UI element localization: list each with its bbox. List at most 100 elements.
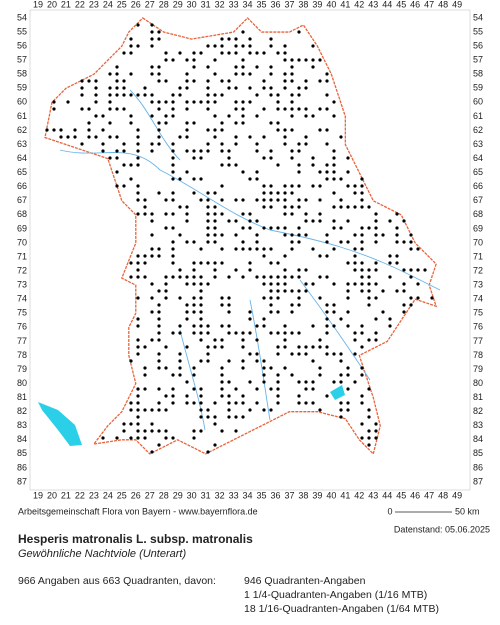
occurrence-dot xyxy=(234,198,238,202)
occurrence-dot xyxy=(213,212,217,216)
occurrence-dot xyxy=(290,191,294,195)
occurrence-dot xyxy=(206,65,210,69)
column-label: 34 xyxy=(243,0,253,9)
occurrence-dot xyxy=(213,205,217,209)
occurrence-dot xyxy=(143,429,147,433)
occurrence-dot xyxy=(157,65,161,69)
occurrence-dot xyxy=(220,247,224,251)
occurrence-dot xyxy=(213,275,217,279)
occurrence-dot xyxy=(290,289,294,293)
occurrence-dot xyxy=(234,107,238,111)
row-label: 54 xyxy=(17,12,27,22)
occurrence-dot xyxy=(178,296,182,300)
occurrence-dot xyxy=(136,23,140,27)
occurrence-dot xyxy=(220,345,224,349)
occurrence-dot xyxy=(311,401,315,405)
occurrence-dot xyxy=(311,282,315,286)
occurrence-dot xyxy=(87,79,91,83)
occurrence-dot xyxy=(276,261,280,265)
occurrence-dot xyxy=(164,121,168,125)
occurrence-dot xyxy=(353,184,357,188)
occurrence-dot xyxy=(227,310,231,314)
occurrence-dot xyxy=(241,338,245,342)
occurrence-dot xyxy=(283,128,287,132)
occurrence-dot xyxy=(269,261,273,265)
occurrence-dot xyxy=(241,100,245,104)
occurrence-dot xyxy=(136,345,140,349)
column-label: 28 xyxy=(159,490,169,500)
occurrence-dot xyxy=(213,114,217,118)
occurrence-dot xyxy=(227,359,231,363)
occurrence-dot xyxy=(304,282,308,286)
occurrence-dot xyxy=(108,107,112,111)
occurrence-dot xyxy=(185,107,189,111)
stats-line: 1 1/4-Quadranten-Angaben (1/16 MTB) xyxy=(244,589,427,601)
occurrence-dot xyxy=(311,247,315,251)
occurrence-dot xyxy=(199,331,203,335)
row-label: 65 xyxy=(17,167,27,177)
occurrence-dot xyxy=(199,177,203,181)
occurrence-dot xyxy=(87,135,91,139)
occurrence-dot xyxy=(122,51,126,55)
occurrence-dot xyxy=(283,331,287,335)
occurrence-dot xyxy=(346,324,350,328)
occurrence-dot xyxy=(374,338,378,342)
occurrence-dot xyxy=(220,303,224,307)
occurrence-dot xyxy=(136,352,140,356)
occurrence-dot xyxy=(227,324,231,328)
row-label: 77 xyxy=(17,336,27,346)
occurrence-dot xyxy=(332,191,336,195)
occurrence-dot xyxy=(311,184,315,188)
occurrence-dot xyxy=(248,212,252,216)
occurrence-dot xyxy=(318,275,322,279)
occurrence-dot xyxy=(325,79,329,83)
occurrence-dot xyxy=(269,121,273,125)
occurrence-dot xyxy=(269,184,273,188)
occurrence-dot xyxy=(129,72,133,76)
occurrence-dot xyxy=(290,184,294,188)
row-label: 73 xyxy=(473,280,483,290)
occurrence-dot xyxy=(374,429,378,433)
occurrence-dot xyxy=(185,100,189,104)
occurrence-dot xyxy=(220,387,224,391)
occurrence-dot xyxy=(164,114,168,118)
occurrence-dot xyxy=(241,331,245,335)
occurrence-dot xyxy=(178,233,182,237)
occurrence-dot xyxy=(206,93,210,97)
row-label: 68 xyxy=(17,209,27,219)
occurrence-dot xyxy=(227,401,231,405)
occurrence-dot xyxy=(276,51,280,55)
occurrence-dot xyxy=(206,149,210,153)
occurrence-dot xyxy=(94,135,98,139)
occurrence-dot xyxy=(304,387,308,391)
column-label: 37 xyxy=(284,0,294,9)
column-label: 46 xyxy=(410,0,420,9)
occurrence-dot xyxy=(241,72,245,76)
occurrence-dot xyxy=(199,156,203,160)
occurrence-dot xyxy=(367,226,371,230)
occurrence-dot xyxy=(87,121,91,125)
occurrence-dot xyxy=(318,408,322,412)
occurrence-dot xyxy=(311,324,315,328)
occurrence-dot xyxy=(388,254,392,258)
occurrence-dot xyxy=(297,170,301,174)
occurrence-dot xyxy=(353,380,357,384)
row-label: 67 xyxy=(17,195,27,205)
occurrence-dot xyxy=(269,37,273,41)
occurrence-dot xyxy=(220,128,224,132)
occurrence-dot xyxy=(234,429,238,433)
occurrence-dot xyxy=(255,240,259,244)
rivers xyxy=(59,89,441,431)
occurrence-dot xyxy=(213,135,217,139)
occurrence-dot xyxy=(157,289,161,293)
occurrence-dot xyxy=(297,352,301,356)
occurrence-dot xyxy=(374,233,378,237)
occurrence-dot xyxy=(206,86,210,90)
occurrence-dot xyxy=(192,240,196,244)
occurrence-dot xyxy=(80,142,84,146)
occurrence-dot xyxy=(332,282,336,286)
occurrence-dot xyxy=(157,338,161,342)
occurrence-dot xyxy=(199,51,203,55)
row-label: 73 xyxy=(17,280,27,290)
occurrence-dot xyxy=(213,100,217,104)
